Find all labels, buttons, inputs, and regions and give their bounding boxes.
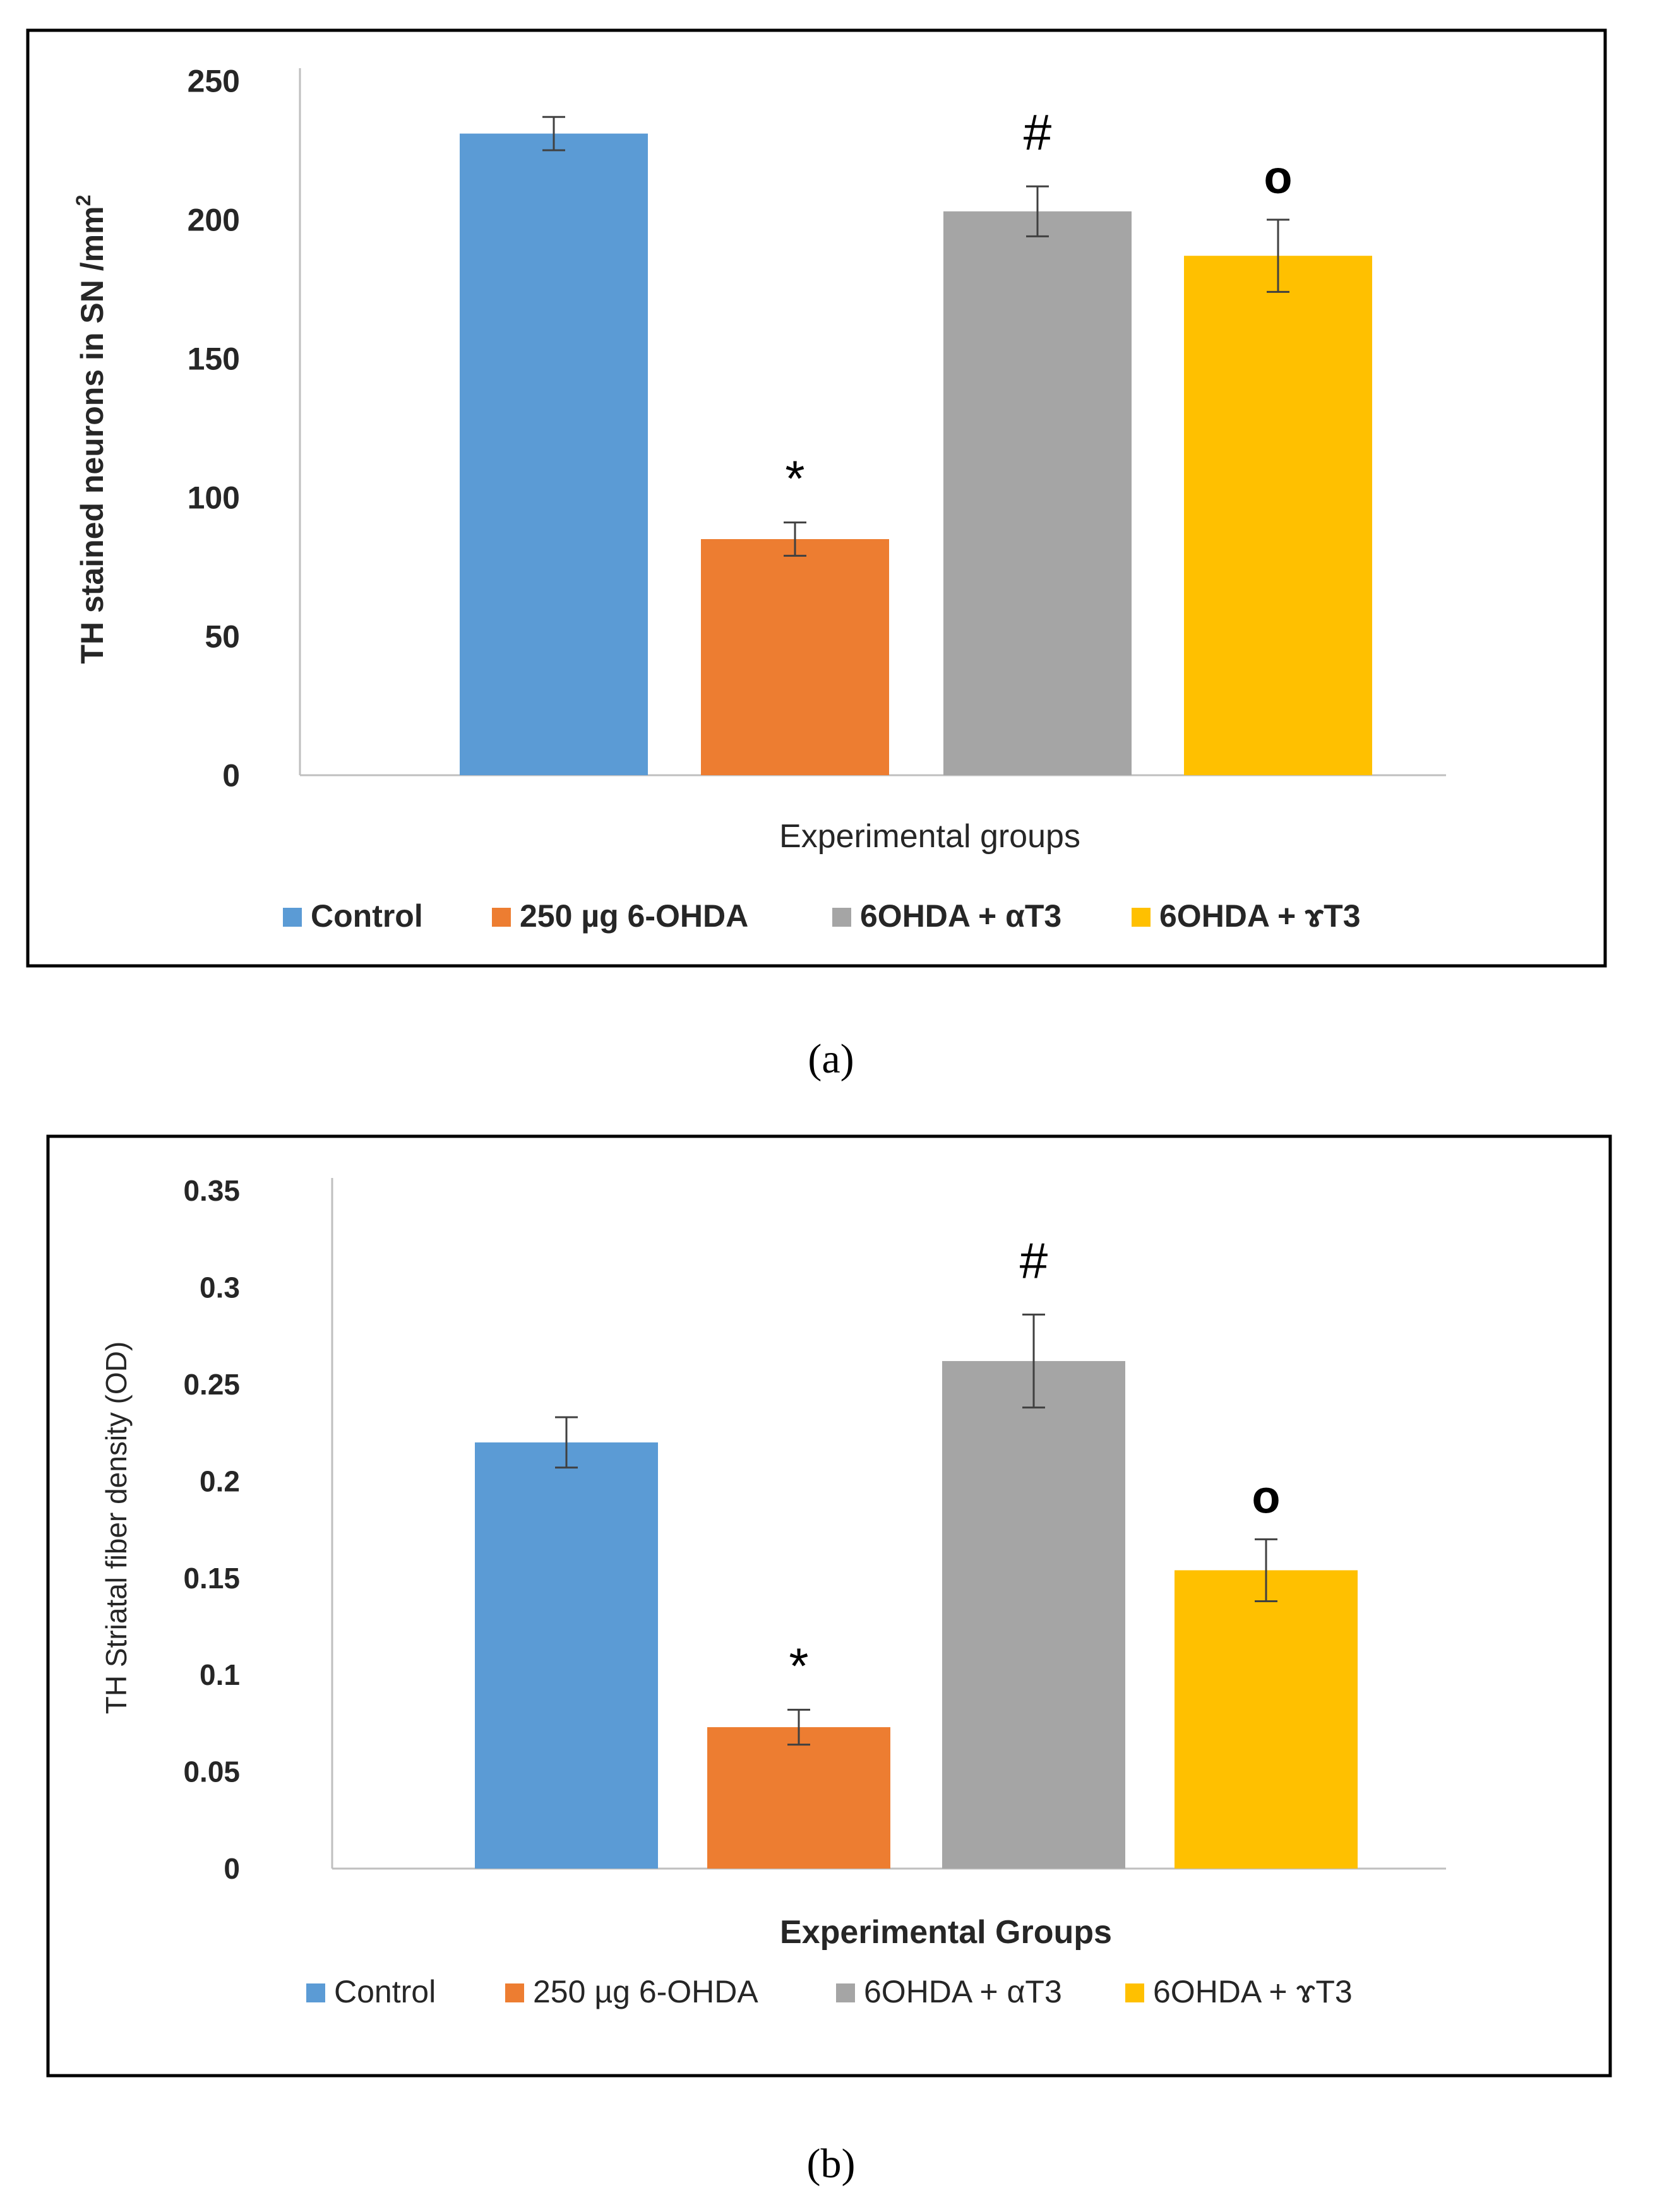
panel-a-legend-swatch	[832, 908, 851, 927]
panel-b-y-tick-label: 0.3	[200, 1271, 240, 1304]
panel-b-legend-swatch	[505, 1983, 524, 2002]
panel-a-bar	[943, 211, 1132, 775]
panel-b-legend-label: 6OHDA + ɤT3	[1153, 1974, 1353, 2009]
panel-b-significance-mark: o	[1252, 1470, 1280, 1523]
panel-b-x-axis-label: Experimental Groups	[780, 1914, 1112, 1951]
panel-b-significance-mark: *	[789, 1638, 808, 1694]
panel-a-significance-mark: o	[1264, 151, 1292, 203]
panel-b-y-tick-label: 0.25	[183, 1368, 240, 1401]
panel-a-legend-swatch	[492, 908, 511, 927]
panel-a-y-tick-label: 0	[222, 758, 240, 794]
panel-b-bar	[1175, 1570, 1358, 1869]
panel-a-y-tick-label: 100	[188, 480, 240, 516]
panel-a-bar	[701, 539, 889, 775]
panel-b-legend-swatch	[1125, 1983, 1144, 2002]
panel-b-y-tick-label: 0.05	[183, 1756, 240, 1788]
panel-b-legend-swatch	[306, 1983, 325, 2002]
panel-a-bar	[460, 133, 648, 776]
panel-a-significance-mark: #	[1024, 104, 1052, 160]
panel-b-legend-swatch	[836, 1983, 855, 2002]
caption-b-text: (b)	[806, 2141, 856, 2187]
panel-a-legend-label: 6OHDA + ɤT3	[1159, 898, 1361, 934]
panel-a-legend-swatch	[1132, 908, 1151, 927]
panel-a-legend-swatch	[283, 908, 302, 927]
panel-b-bar	[707, 1727, 890, 1869]
panel-b-y-axis-label: TH Striatal fiber density (OD)	[100, 1341, 133, 1714]
panel-b-y-tick-label: 0.15	[183, 1562, 240, 1595]
caption-a: (a)	[705, 1035, 957, 1083]
panel-b-bar	[942, 1361, 1125, 1869]
panel-a-legend-label: Control	[311, 898, 423, 934]
caption-b: (b)	[705, 2140, 957, 2188]
panel-b-y-tick-label: 0.1	[200, 1658, 240, 1691]
panel-b-y-tick-label: 0.35	[183, 1174, 240, 1207]
panel-a-bar	[1184, 256, 1372, 775]
panel-a-y-tick-label: 150	[188, 342, 240, 377]
panel-b-legend-label: Control	[334, 1974, 436, 2009]
caption-a-text: (a)	[808, 1036, 854, 1082]
panel-a-y-axis-label: TH stained neurons in SN /mm2	[72, 194, 110, 663]
panel-a-y-tick-label: 250	[188, 64, 240, 99]
panel-a-x-axis-label: Experimental groups	[779, 818, 1080, 855]
panel-b-significance-mark: #	[1020, 1232, 1048, 1288]
panel-a-significance-mark: *	[785, 451, 804, 507]
panel-b-y-tick-label: 0.2	[200, 1465, 240, 1497]
panel-a-y-tick-label: 50	[205, 619, 240, 655]
panel-a-legend-label: 250 µg 6-OHDA	[520, 898, 748, 934]
panel-a-y-axis-label-sup: 2	[72, 194, 95, 206]
panel-b-y-tick-label: 0	[224, 1852, 240, 1885]
panel-b-legend-label: 6OHDA + αT3	[864, 1974, 1062, 2009]
panel-a-y-tick-label: 200	[188, 203, 240, 238]
panel-b-legend-label: 250 µg 6-OHDA	[533, 1974, 758, 2009]
panel-b-bar	[475, 1442, 658, 1869]
panel-a-legend-label: 6OHDA + αT3	[860, 898, 1061, 934]
